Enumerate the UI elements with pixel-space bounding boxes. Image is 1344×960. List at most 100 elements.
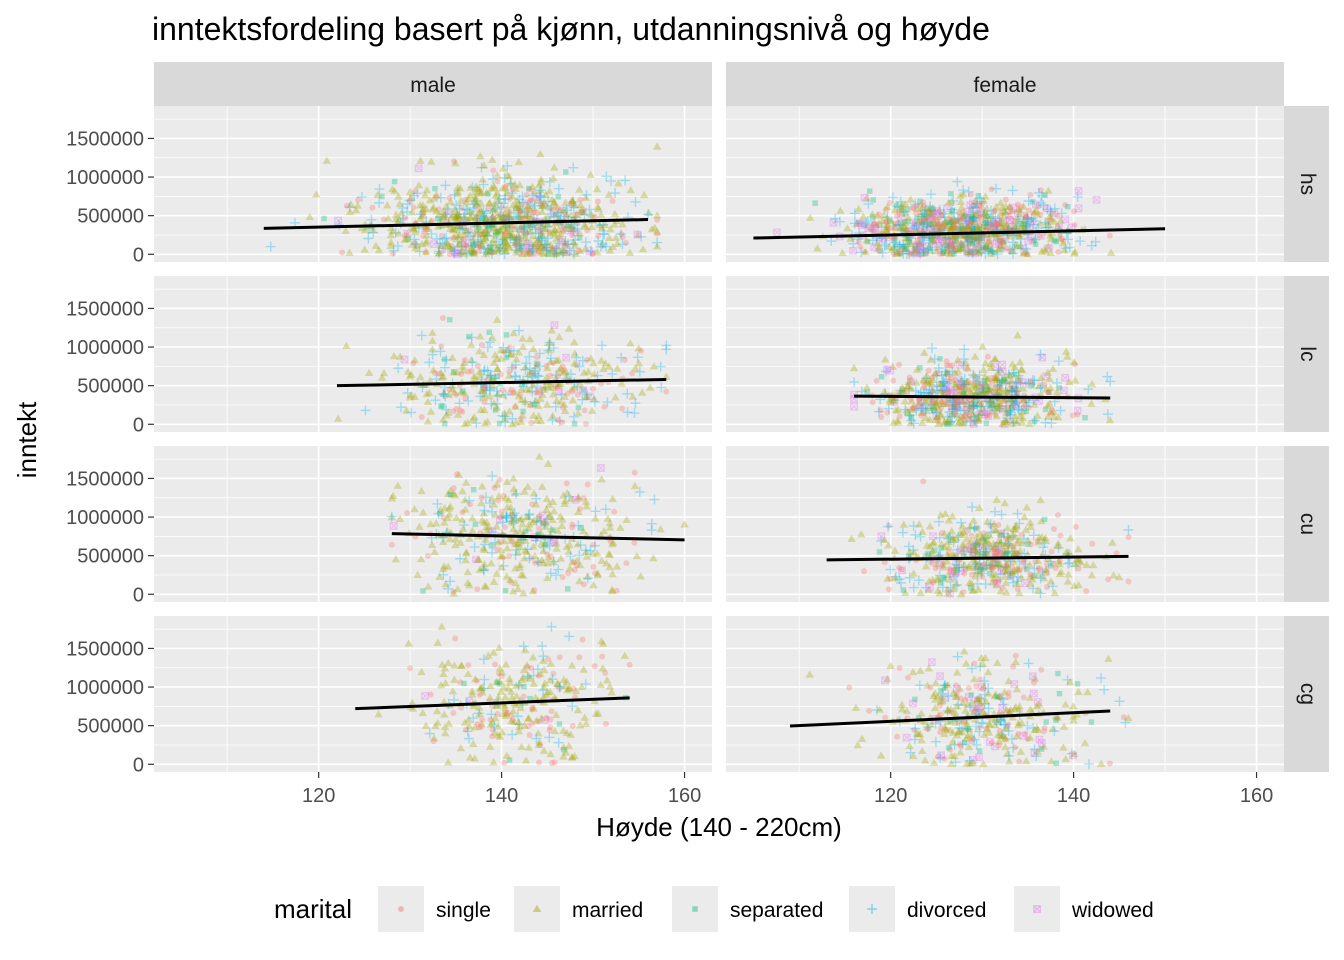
point-divorced (566, 222, 577, 233)
point-single (992, 225, 999, 232)
point-married (535, 452, 544, 460)
point-divorced (520, 364, 531, 375)
point-single (997, 402, 1004, 409)
point-married (971, 557, 980, 565)
point-married (605, 563, 614, 571)
point-married (971, 389, 980, 398)
point-divorced (570, 234, 581, 245)
point-separated (973, 376, 979, 382)
point-married (466, 243, 476, 251)
point-single (966, 225, 973, 232)
point-separated (531, 401, 538, 408)
point-married (1031, 206, 1041, 214)
point-single (967, 191, 974, 198)
point-married (976, 693, 986, 702)
point-single (1037, 187, 1044, 194)
point-single (1045, 389, 1052, 396)
point-single (1062, 201, 1069, 208)
point-married (581, 719, 591, 727)
point-married (1004, 676, 1013, 685)
point-single (663, 388, 670, 395)
point-single (534, 242, 541, 249)
point-single (528, 370, 535, 377)
point-single (602, 669, 609, 676)
point-married (883, 214, 892, 222)
point-married (601, 359, 610, 367)
point-single (580, 581, 587, 588)
point-divorced (893, 220, 904, 231)
point-single (963, 528, 970, 535)
point-married (579, 208, 589, 216)
point-married (981, 359, 990, 367)
point-widowed (975, 562, 984, 571)
point-single (518, 416, 525, 423)
point-divorced (427, 349, 438, 360)
point-married (905, 741, 914, 750)
point-married (484, 651, 493, 659)
point-widowed (938, 237, 947, 246)
point-single (555, 417, 562, 424)
point-married (551, 710, 561, 718)
point-married (605, 246, 615, 254)
point-divorced (524, 363, 535, 374)
point-divorced (545, 568, 556, 579)
point-divorced (464, 495, 475, 506)
point-divorced (972, 393, 983, 404)
point-married (924, 396, 934, 404)
point-married (1045, 374, 1054, 383)
point-married (941, 725, 950, 733)
point-single (992, 579, 999, 586)
point-married (973, 560, 983, 568)
point-divorced (589, 396, 600, 407)
point-married (505, 230, 514, 239)
point-married (1070, 247, 1080, 255)
point-married (917, 418, 927, 426)
point-divorced (530, 365, 541, 376)
point-married (465, 207, 474, 216)
point-divorced (903, 541, 914, 552)
point-married (501, 183, 510, 191)
point-divorced (586, 210, 597, 221)
point-married (544, 500, 554, 508)
point-divorced (1062, 234, 1073, 245)
point-divorced (970, 547, 981, 558)
point-widowed (871, 224, 880, 233)
point-single (1015, 730, 1022, 737)
point-single (1106, 760, 1113, 767)
point-married (940, 723, 950, 731)
point-widowed (1006, 570, 1015, 579)
point-married (1042, 385, 1051, 393)
point-married (522, 228, 532, 236)
point-single (943, 726, 950, 733)
point-married (983, 668, 993, 676)
point-divorced (489, 720, 500, 731)
point-divorced (895, 577, 906, 588)
point-married (992, 581, 1001, 589)
point-divorced (514, 719, 525, 730)
point-married (984, 719, 994, 727)
point-married (507, 215, 517, 223)
point-married (528, 587, 538, 595)
point-married (943, 706, 953, 714)
point-divorced (545, 353, 556, 364)
point-married (1044, 220, 1054, 229)
point-married (979, 707, 988, 715)
point-married (542, 373, 551, 381)
point-single (611, 508, 618, 515)
point-married (469, 247, 479, 255)
point-married (952, 400, 962, 408)
point-divorced (510, 550, 521, 561)
point-married (346, 200, 356, 208)
point-married (1035, 533, 1044, 541)
point-married (389, 352, 399, 360)
point-single (1018, 203, 1025, 210)
point-single (528, 720, 535, 727)
point-married (564, 684, 574, 692)
point-married (416, 214, 425, 222)
point-married (491, 713, 500, 722)
point-divorced (441, 354, 452, 365)
point-divorced (511, 544, 522, 555)
point-married (463, 578, 472, 587)
point-married (978, 533, 987, 542)
point-married (938, 379, 948, 387)
